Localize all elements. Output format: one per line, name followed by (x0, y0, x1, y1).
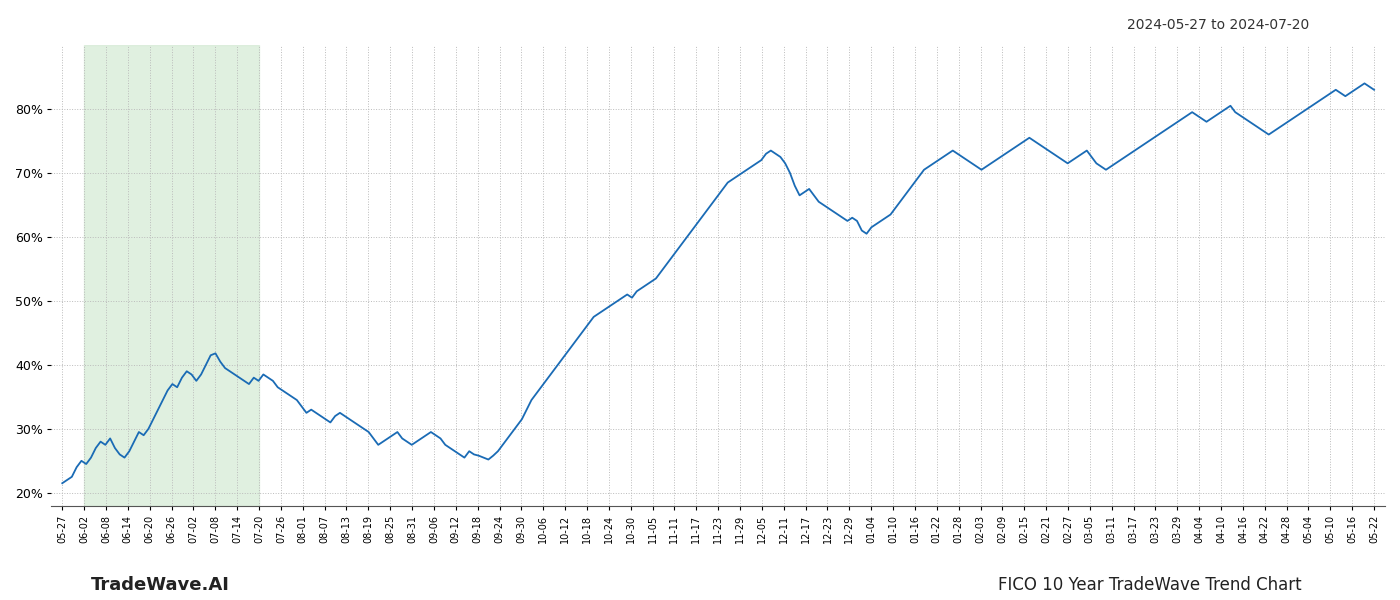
Text: 2024-05-27 to 2024-07-20: 2024-05-27 to 2024-07-20 (1127, 18, 1309, 32)
Text: FICO 10 Year TradeWave Trend Chart: FICO 10 Year TradeWave Trend Chart (998, 576, 1302, 594)
Bar (84, 45, 259, 506)
Text: TradeWave.AI: TradeWave.AI (91, 576, 230, 594)
